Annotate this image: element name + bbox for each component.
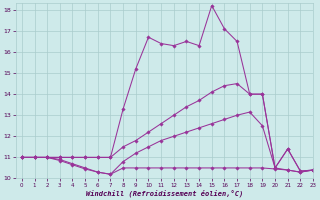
X-axis label: Windchill (Refroidissement éolien,°C): Windchill (Refroidissement éolien,°C)	[86, 189, 243, 197]
